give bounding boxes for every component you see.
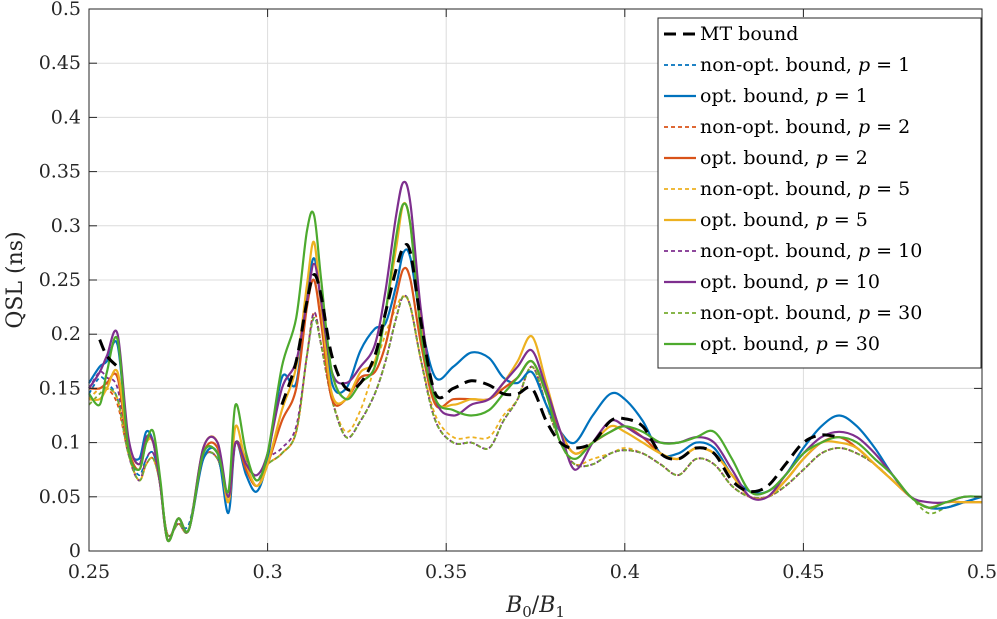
- y-tick-label: 0.05: [39, 486, 81, 508]
- axis-ticks: 0.25 0.3 0.35 0.4 0.45 0.5 0 0.05 0.1 0.15 0.2 0.25…: [39, 0, 997, 583]
- y-tick-label: 0: [69, 540, 81, 562]
- legend: MT bound non-opt. bound, p = 1 opt. bound,…: [657, 17, 982, 369]
- y-axis-title: QSL (ns): [3, 231, 28, 328]
- y-tick-label: 0.4: [51, 106, 81, 128]
- legend-label: non-opt. bound, p = 30: [700, 302, 922, 324]
- legend-label: non-opt. bound, p = 2: [700, 116, 910, 138]
- x-tick-label: 0.4: [610, 561, 640, 583]
- legend-label: opt. bound, p = 2: [700, 147, 868, 169]
- y-tick-label: 0.1: [51, 432, 81, 454]
- y-tick-label: 0.35: [39, 161, 81, 183]
- legend-box: [657, 17, 982, 369]
- x-tick-label: 0.5: [967, 561, 997, 583]
- y-tick-label: 0.3: [51, 215, 81, 237]
- x-tick-label: 0.35: [425, 561, 467, 583]
- series-line-0: [98, 242, 840, 494]
- legend-label: MT bound: [700, 23, 798, 45]
- legend-label: opt. bound, p = 1: [700, 85, 868, 107]
- x-axis-title: B0/B1: [505, 593, 565, 619]
- y-tick-label: 0.45: [39, 52, 81, 74]
- x-tick-label: 0.3: [252, 561, 282, 583]
- legend-label: opt. bound, p = 5: [700, 209, 868, 231]
- series-line-10: [88, 202, 983, 543]
- series-layer: [88, 180, 983, 543]
- legend-label: non-opt. bound, p = 5: [700, 178, 910, 200]
- legend-label: opt. bound, p = 30: [700, 333, 880, 355]
- x-tick-label: 0.25: [68, 561, 110, 583]
- legend-label: opt. bound, p = 10: [700, 271, 880, 293]
- y-tick-label: 0.15: [39, 377, 81, 399]
- y-tick-label: 0.5: [51, 0, 81, 20]
- y-tick-label: 0.2: [51, 323, 81, 345]
- x-tick-label: 0.45: [782, 561, 824, 583]
- legend-label: non-opt. bound, p = 10: [700, 240, 922, 262]
- legend-label: non-opt. bound, p = 1: [700, 54, 910, 76]
- series-line-5: [88, 295, 983, 538]
- y-tick-label: 0.25: [39, 269, 81, 291]
